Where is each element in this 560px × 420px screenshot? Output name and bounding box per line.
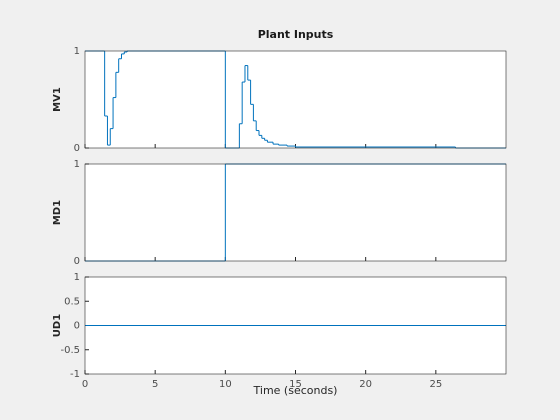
y-tick-label: 0 [74,256,80,267]
y-tick-label: 1 [74,272,80,283]
axes-box [84,163,507,262]
y-axis-label: MD1 [52,200,63,225]
axes-box [84,276,507,375]
y-tick-label: -1 [70,369,80,380]
chart-title: Plant Inputs [258,28,334,41]
y-tick-label: 0.5 [64,296,80,307]
y-axis-label: UD1 [52,314,63,337]
x-tick-label: 5 [152,379,158,390]
axes-box [84,50,507,149]
axes-background [85,164,506,261]
y-tick-label: 1 [74,159,80,170]
x-axis-label: Time (seconds) [253,384,338,397]
y-tick-label: 0 [74,321,80,332]
x-tick-label: 15 [289,379,302,390]
x-tick-label: 20 [359,379,372,390]
x-tick-label: 25 [429,379,442,390]
y-tick-label: -0.5 [60,345,80,356]
axes-background [85,51,506,148]
x-tick-label: 10 [219,379,232,390]
y-tick-label: 1 [74,46,80,57]
x-tick-label: 0 [82,379,88,390]
y-tick-label: 0 [74,143,80,154]
y-axis-label: MV1 [52,87,63,112]
